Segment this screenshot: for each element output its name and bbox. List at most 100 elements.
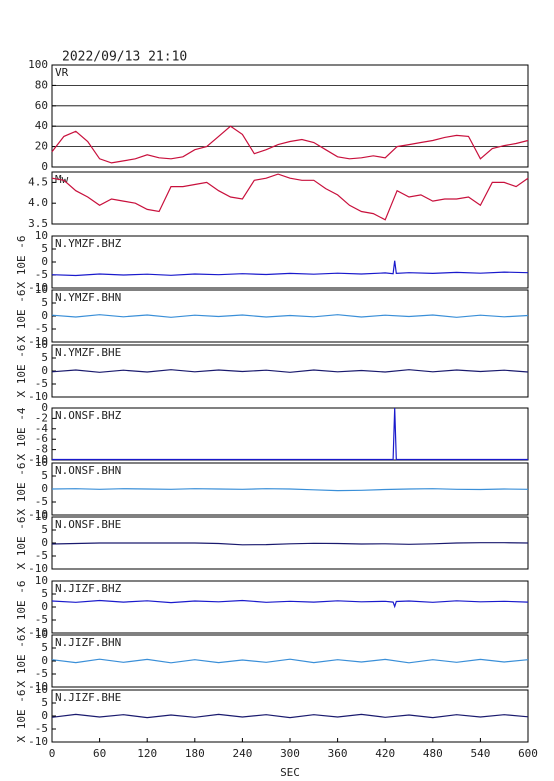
series-line (51, 369, 529, 373)
x-tick-label: 480 (423, 747, 443, 760)
panel-label: N.YMZF.BHN (55, 291, 121, 304)
y-tick-label: 10 (35, 456, 48, 469)
y-tick-label: -5 (35, 322, 48, 335)
y-tick-label: 5 (41, 696, 48, 709)
panel-frame (51, 235, 529, 289)
y-tick-label: 40 (35, 119, 48, 132)
y-axis-label: X 10E -4 (15, 407, 28, 460)
y-tick-label: -5 (35, 667, 48, 680)
y-tick-label: 5 (41, 351, 48, 364)
y-tick-label: 0 (41, 160, 48, 173)
x-tick-label: 120 (137, 747, 157, 760)
series-line (51, 713, 529, 719)
y-tick-label: -10 (28, 626, 48, 639)
y-tick-label: -6 (35, 432, 48, 445)
series-line (51, 658, 529, 664)
y-axis-label: X 10E -6 (15, 290, 28, 343)
y-tick-label: -5 (35, 377, 48, 390)
y-tick-label: -2 (35, 411, 48, 424)
y-tick-label: -10 (28, 335, 48, 348)
panel-label: N.ONSF.BHE (55, 518, 121, 531)
x-tick-label: 240 (232, 747, 252, 760)
x-tick-label: 600 (518, 747, 538, 760)
y-tick-label: 5 (41, 587, 48, 600)
y-tick-label: 10 (35, 283, 48, 296)
y-tick-label: 80 (35, 78, 48, 91)
series-line (51, 488, 529, 492)
y-tick-label: -10 (28, 281, 48, 294)
y-tick-label: 10 (35, 510, 48, 523)
panel-frame (51, 64, 529, 168)
y-tick-label: 4.5 (28, 175, 48, 188)
y-tick-label: -5 (35, 549, 48, 562)
y-tick-label: -5 (35, 268, 48, 281)
series-line (51, 125, 529, 164)
y-axis-label: X 10E -6 (15, 345, 28, 398)
x-tick-label: 300 (280, 747, 300, 760)
panel-label: N.YMZF.BHZ (55, 237, 122, 250)
y-axis-label: X 10E -6 (15, 236, 28, 289)
y-tick-label: -10 (28, 508, 48, 521)
y-tick-label: 5 (41, 242, 48, 255)
panel-frame (51, 634, 529, 688)
y-axis-label: X 10E -6 (15, 635, 28, 688)
y-tick-label: 5 (41, 296, 48, 309)
y-tick-label: 0 (41, 654, 48, 667)
x-axis-label: SEC (280, 766, 300, 779)
chart-title: 2022/09/13 21:10 (62, 50, 187, 65)
y-axis-label: X 10E -6 (15, 463, 28, 516)
panel-frame (51, 407, 529, 461)
series-line (51, 173, 529, 221)
x-tick-label: 540 (470, 747, 490, 760)
y-tick-label: -10 (28, 735, 48, 748)
y-tick-label: 0 (41, 255, 48, 268)
x-tick-label: 180 (185, 747, 205, 760)
y-tick-label: 10 (35, 338, 48, 351)
x-tick-label: 60 (93, 747, 106, 760)
y-tick-label: 0 (41, 536, 48, 549)
panel-frame (51, 344, 529, 398)
y-tick-label: 0 (41, 364, 48, 377)
y-tick-label: 0 (41, 600, 48, 613)
x-tick-label: 0 (49, 747, 56, 760)
y-tick-label: -10 (28, 453, 48, 466)
panel-label: N.JIZF.BHE (55, 691, 121, 704)
panel-label: N.ONSF.BHZ (55, 409, 122, 422)
panel-label: VR (55, 66, 69, 79)
y-tick-label: -5 (35, 722, 48, 735)
y-tick-label: -10 (28, 680, 48, 693)
y-tick-label: 60 (35, 99, 48, 112)
panel-label: N.JIZF.BHZ (55, 582, 122, 595)
y-tick-label: 20 (35, 140, 48, 153)
y-tick-label: 5 (41, 469, 48, 482)
y-axis-label: X 10E -6 (15, 581, 28, 634)
panel-label: N.YMZF.BHE (55, 346, 121, 359)
y-tick-label: -8 (35, 443, 48, 456)
y-tick-label: 5 (41, 641, 48, 654)
y-axis-label: X 10E -6 (15, 517, 28, 570)
y-tick-label: -5 (35, 495, 48, 508)
y-tick-label: 0 (41, 709, 48, 722)
y-tick-label: -10 (28, 562, 48, 575)
y-tick-label: 10 (35, 229, 48, 242)
x-tick-label: 420 (375, 747, 395, 760)
y-tick-label: -5 (35, 613, 48, 626)
y-axis-label: X 10E -6 (15, 690, 28, 743)
y-tick-label: 10 (35, 628, 48, 641)
series-line (51, 314, 529, 318)
y-tick-label: -10 (28, 390, 48, 403)
panel-label: N.ONSF.BHN (55, 464, 121, 477)
y-tick-label: 10 (35, 574, 48, 587)
series-line (52, 407, 528, 461)
series-line (51, 599, 529, 609)
y-tick-label: -4 (35, 422, 49, 435)
y-tick-label: 3.5 (28, 217, 48, 230)
y-tick-label: 5 (41, 523, 48, 536)
y-tick-label: 0 (41, 482, 48, 495)
panel-frame (51, 580, 529, 634)
panel-label: N.JIZF.BHN (55, 636, 121, 649)
x-tick-label: 360 (328, 747, 348, 760)
y-tick-label: 10 (35, 683, 48, 696)
panel-frame (51, 171, 529, 225)
